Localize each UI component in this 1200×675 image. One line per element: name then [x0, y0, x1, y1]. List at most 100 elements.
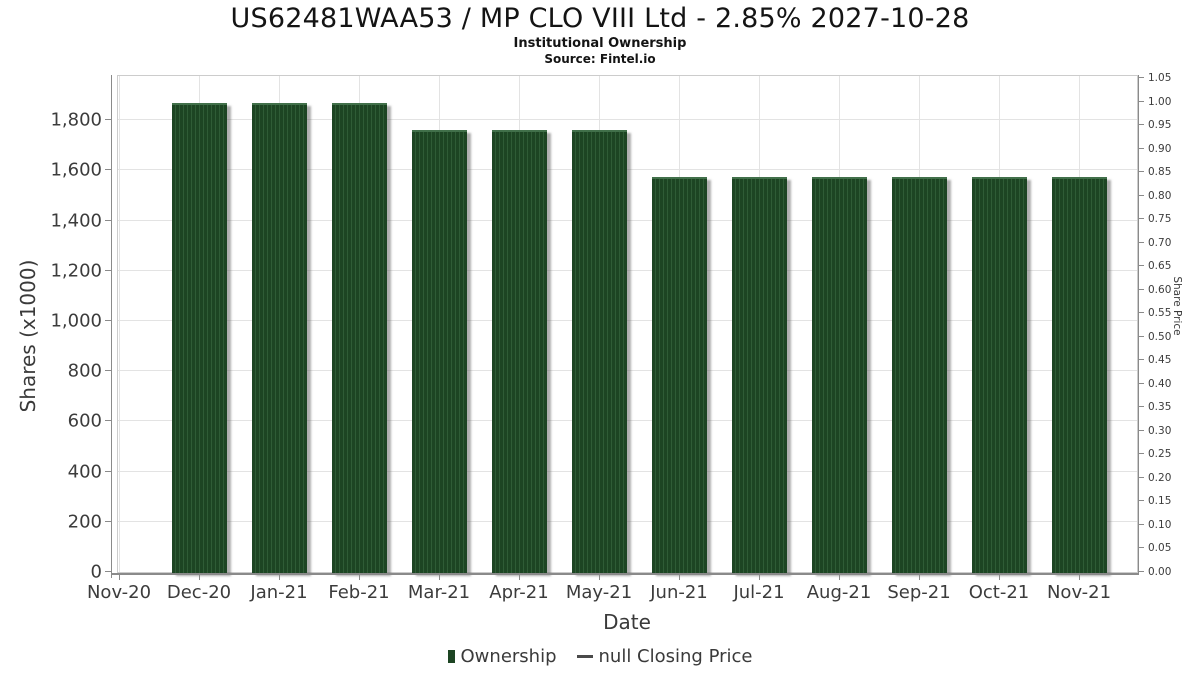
- vertical-gridline: [119, 76, 120, 572]
- right-tick-label: 1.00: [1148, 95, 1172, 108]
- x-tick-mark: [599, 575, 600, 580]
- x-tick-label: Aug-21: [806, 582, 872, 603]
- left-tick-mark: [105, 520, 111, 522]
- x-tick-label: Jan-21: [250, 582, 308, 603]
- right-tick-label: 0.45: [1148, 354, 1172, 367]
- horizontal-gridline: [118, 269, 1137, 271]
- right-tick-label: 0.75: [1148, 213, 1172, 226]
- right-tick-mark: [1139, 147, 1144, 149]
- legend-label-ownership: Ownership: [460, 646, 557, 667]
- right-tick-mark: [1139, 218, 1144, 220]
- right-tick-label: 0.55: [1148, 307, 1172, 320]
- x-tick-mark: [119, 575, 120, 580]
- chart-subtitle: Institutional Ownership: [513, 36, 687, 51]
- x-tick-label: Apr-21: [489, 582, 549, 603]
- right-tick-mark: [1139, 406, 1144, 408]
- closing-price-legend-line-icon: [576, 655, 593, 658]
- ownership-bar: [732, 176, 787, 573]
- right-tick-label: 0.90: [1148, 142, 1172, 155]
- x-tick-mark: [919, 575, 920, 580]
- right-tick-label: 0.10: [1148, 518, 1172, 531]
- left-tick-label: 1,000: [50, 310, 102, 332]
- ownership-bar: [572, 130, 627, 573]
- right-tick-mark: [1139, 571, 1144, 572]
- right-tick-label: 0.25: [1148, 448, 1172, 461]
- right-tick-mark: [1139, 453, 1144, 455]
- left-tick-mark: [105, 420, 111, 422]
- right-tick-mark: [1139, 77, 1144, 79]
- left-tick-mark: [105, 169, 111, 171]
- right-tick-label: 0.80: [1148, 189, 1172, 202]
- right-tick-label: 0.50: [1148, 330, 1172, 343]
- right-tick-label: 0.30: [1148, 424, 1172, 437]
- right-tick-mark: [1139, 241, 1144, 243]
- right-tick-label: 0.40: [1148, 377, 1172, 390]
- right-tick-mark: [1139, 100, 1144, 102]
- ownership-bar: [332, 102, 387, 573]
- left-tick-label: 400: [67, 461, 102, 483]
- horizontal-gridline: [118, 470, 1137, 472]
- ownership-bar: [252, 102, 307, 573]
- x-tick-label: May-21: [565, 582, 633, 603]
- left-tick-mark: [105, 119, 111, 121]
- right-tick-mark: [1139, 312, 1144, 314]
- left-tick-mark: [105, 370, 111, 372]
- right-tick-label: 0.05: [1148, 542, 1172, 555]
- x-tick-label: Feb-21: [328, 582, 390, 603]
- x-tick-label: Jul-21: [733, 582, 785, 603]
- left-tick-mark: [105, 269, 111, 271]
- right-axis-title: Share Price: [1171, 276, 1183, 336]
- x-tick-label: Oct-21: [968, 582, 1030, 603]
- horizontal-gridline: [118, 370, 1137, 372]
- right-tick-label: 1.05: [1148, 72, 1172, 85]
- right-tick-label: 0.95: [1148, 119, 1172, 132]
- right-tick-mark: [1139, 382, 1144, 384]
- bottom-axis-spine: [111, 573, 1139, 575]
- horizontal-gridline: [118, 320, 1137, 321]
- x-tick-mark: [359, 575, 360, 580]
- x-tick-mark: [839, 575, 840, 580]
- x-tick-label: Nov-21: [1046, 582, 1112, 603]
- ownership-bar: [1052, 176, 1107, 573]
- right-tick-mark: [1139, 547, 1144, 549]
- x-axis-title: Date: [603, 610, 651, 634]
- right-axis-spine: [1138, 75, 1139, 573]
- chart-source: Source: Fintel.io: [544, 52, 656, 66]
- x-tick-mark: [439, 575, 440, 580]
- right-tick-label: 0.35: [1148, 401, 1172, 414]
- right-tick-mark: [1139, 359, 1144, 361]
- right-tick-mark: [1139, 476, 1144, 478]
- right-tick-label: 0.00: [1148, 566, 1172, 578]
- ownership-bar: [972, 176, 1027, 573]
- left-axis-spine: [111, 75, 112, 578]
- x-tick-label: Jun-21: [650, 582, 708, 603]
- legend: Ownership null Closing Price: [0, 646, 1200, 667]
- ownership-bar: [892, 176, 947, 573]
- left-tick-mark: [105, 571, 111, 572]
- chart-title: US62481WAA53 / MP CLO VIII Ltd - 2.85% 2…: [230, 3, 970, 34]
- right-tick-label: 0.60: [1148, 283, 1172, 296]
- right-tick-mark: [1139, 265, 1144, 267]
- x-tick-mark: [1079, 575, 1080, 580]
- ownership-bar: [812, 176, 867, 573]
- right-tick-label: 0.70: [1148, 236, 1172, 249]
- left-tick-label: 1,600: [50, 159, 102, 181]
- x-tick-mark: [759, 575, 760, 580]
- x-tick-mark: [999, 575, 1000, 580]
- right-tick-label: 0.15: [1148, 495, 1172, 508]
- x-tick-label: Nov-20: [86, 582, 152, 603]
- right-tick-label: 0.65: [1148, 260, 1172, 273]
- horizontal-gridline: [118, 420, 1137, 422]
- left-tick-label: 800: [67, 360, 102, 382]
- horizontal-gridline: [118, 520, 1137, 522]
- right-tick-mark: [1139, 523, 1144, 525]
- x-tick-mark: [519, 575, 520, 580]
- left-tick-label: 600: [67, 410, 102, 432]
- ownership-legend-swatch-icon: [447, 650, 455, 663]
- right-tick-mark: [1139, 288, 1144, 290]
- legend-label-closing-price: null Closing Price: [598, 646, 753, 667]
- left-tick-mark: [105, 320, 111, 321]
- horizontal-gridline: [118, 119, 1137, 121]
- left-tick-label: 1,400: [50, 210, 102, 232]
